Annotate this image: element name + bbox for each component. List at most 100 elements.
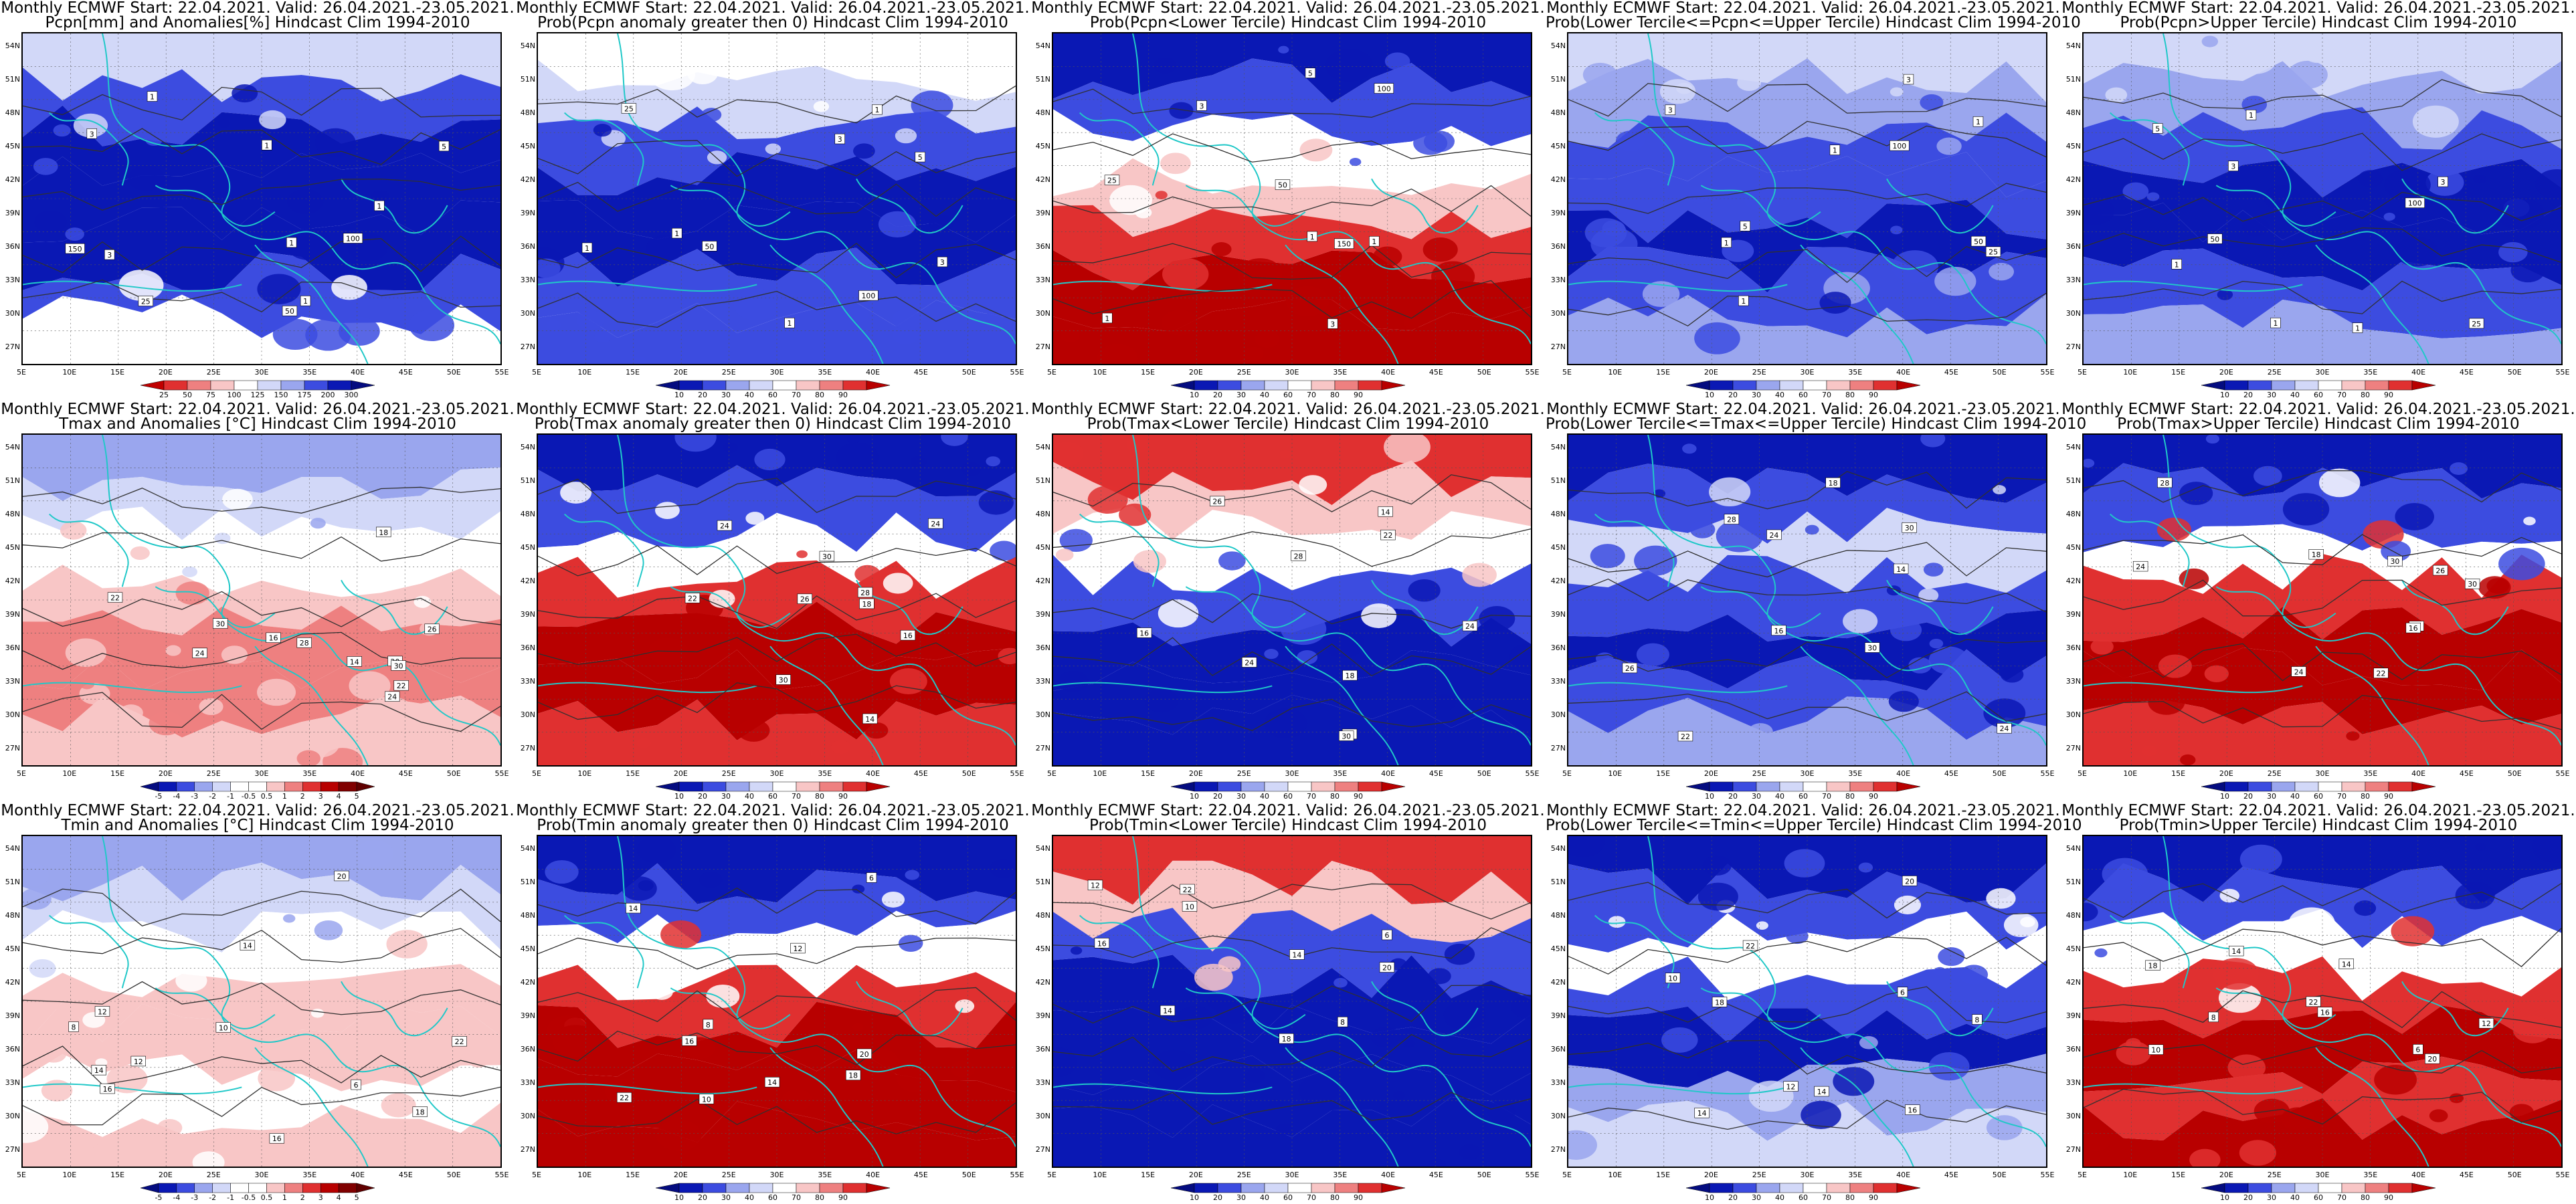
- svg-text:14: 14: [94, 1066, 104, 1075]
- contour-label: 3: [2228, 161, 2239, 171]
- color-bar-segment: [678, 781, 703, 792]
- longitude-label: 40E: [351, 368, 365, 377]
- svg-text:50: 50: [1974, 237, 1983, 246]
- longitude-label: 15E: [626, 1171, 640, 1179]
- latitude-label: 54N: [1035, 844, 1050, 853]
- contour-label: 18: [376, 526, 391, 538]
- latitude-label: 54N: [1550, 443, 1566, 452]
- anomaly-patch: [1275, 1123, 1293, 1136]
- anomaly-patch: [1858, 862, 1873, 873]
- anomaly-patch: [1600, 748, 1621, 763]
- color-bar-label: 100: [227, 391, 242, 399]
- longitude-label: 45E: [398, 1171, 413, 1179]
- longitude-label: 25E: [2267, 769, 2282, 778]
- anomaly-patch: [2241, 96, 2268, 114]
- color-bar-segment: [725, 781, 750, 792]
- map-panel: Monthly ECMWF Start: 22.04.2021. Valid: …: [515, 803, 1030, 1204]
- anomaly-patch: [257, 274, 301, 304]
- longitude-label: 10E: [1608, 769, 1623, 778]
- anomaly-band: [1568, 464, 2046, 544]
- longitude-label: 45E: [913, 769, 928, 778]
- anomaly-patch: [1890, 87, 1904, 97]
- anomaly-patch: [898, 934, 923, 952]
- latitude-label: 51N: [5, 476, 20, 485]
- longitude-label: 20E: [1704, 1171, 1718, 1179]
- panel-title-line1: Monthly ECMWF Start: 22.04.2021. Valid: …: [1031, 802, 1545, 819]
- panel-title-line1: Monthly ECMWF Start: 22.04.2021. Valid: …: [516, 401, 1030, 418]
- anomaly-patch: [1582, 62, 1618, 87]
- color-bar-label: 60: [2314, 792, 2323, 801]
- svg-text:6: 6: [1900, 989, 1905, 997]
- coastline: [2163, 836, 2561, 1147]
- anomaly-patch: [813, 101, 830, 112]
- anomaly-patch: [636, 738, 651, 748]
- color-bar-segment: [1732, 781, 1757, 792]
- anomaly-patch: [1403, 316, 1421, 330]
- anomaly-patch: [1636, 643, 1669, 666]
- anomaly-patch: [175, 969, 207, 992]
- color-bar-segment: [1873, 1183, 1898, 1193]
- color-bar-segment: [1732, 380, 1757, 391]
- color-bar-label: 10: [1190, 1193, 1199, 1202]
- anomaly-patch: [1590, 544, 1625, 569]
- anomaly-patch: [796, 550, 808, 559]
- forecast-map: 6 8 10 12 14 16 18 20 22 14: [537, 835, 1017, 1168]
- contour-line: [23, 692, 500, 732]
- svg-text:50: 50: [705, 242, 714, 251]
- svg-text:26: 26: [2435, 567, 2445, 575]
- svg-text:18: 18: [1346, 672, 1355, 680]
- contour-label: 3: [104, 249, 115, 260]
- svg-text:50: 50: [2210, 235, 2219, 243]
- svg-text:1: 1: [2249, 111, 2253, 120]
- panel-title-line2: Prob(Pcpn<Lower Tercile) Hindcast Clim 1…: [1089, 14, 1487, 31]
- color-bar-segment: [866, 781, 891, 792]
- anomaly-band: [23, 605, 500, 690]
- panel-title-line2: Prob(Lower Tercile<=Tmax<=Upper Tercile)…: [1546, 415, 2087, 433]
- anomaly-patch: [1133, 550, 1166, 573]
- contour-label: 24: [1997, 723, 2012, 734]
- contour-label: 16: [266, 632, 281, 643]
- latitude-label: 42N: [520, 175, 535, 184]
- latitude-label: 30N: [520, 309, 535, 318]
- svg-text:14: 14: [350, 658, 359, 666]
- color-bar-label: 90: [1354, 391, 1363, 399]
- color-bar: [140, 380, 375, 391]
- color-bar-segment: [1709, 1183, 1734, 1193]
- contour-label: 24: [2132, 561, 2148, 572]
- anomaly-patch: [1737, 74, 1761, 91]
- anomaly-band: [23, 200, 500, 291]
- coastline: [2215, 586, 2336, 628]
- svg-text:16: 16: [684, 1037, 694, 1045]
- anomaly-patch: [990, 540, 1016, 561]
- anomaly-patch: [331, 274, 367, 300]
- svg-text:8: 8: [1974, 1016, 1979, 1025]
- svg-text:10: 10: [1668, 975, 1677, 983]
- contour-line: [1053, 528, 1531, 567]
- color-bar-segment: [304, 380, 329, 391]
- contour-label: 16: [1905, 1104, 1920, 1115]
- anomaly-patch: [2122, 182, 2149, 201]
- anomaly-patch: [737, 719, 770, 742]
- svg-text:150: 150: [68, 245, 82, 254]
- longitude-label: 40E: [1381, 769, 1396, 778]
- anomaly-patch: [1698, 122, 1740, 153]
- contour-label: 100: [2405, 197, 2425, 208]
- latitude-label: 48N: [5, 510, 20, 518]
- anomaly-patch: [1160, 153, 1191, 175]
- anomaly-patch: [259, 110, 286, 130]
- forecast-map: 6 8 10 12 14 16 18 20 22 14: [1052, 835, 1532, 1168]
- contour-label: 100: [858, 290, 879, 301]
- contour-label: 22: [107, 592, 123, 603]
- contour-label: 1: [784, 318, 795, 328]
- latitude-label: 42N: [5, 175, 20, 184]
- color-bar-segment: [1240, 1183, 1265, 1193]
- color-bar-label: 175: [297, 391, 312, 399]
- color-bar-segment: [194, 781, 213, 792]
- anomaly-patch: [53, 124, 71, 137]
- svg-text:30: 30: [1342, 732, 1351, 741]
- svg-text:22: 22: [397, 682, 406, 690]
- anomaly-patch: [2384, 169, 2431, 201]
- anomaly-patch: [1688, 187, 1712, 203]
- contour-line: [1053, 1092, 1531, 1125]
- color-bar-segment: [725, 1183, 750, 1193]
